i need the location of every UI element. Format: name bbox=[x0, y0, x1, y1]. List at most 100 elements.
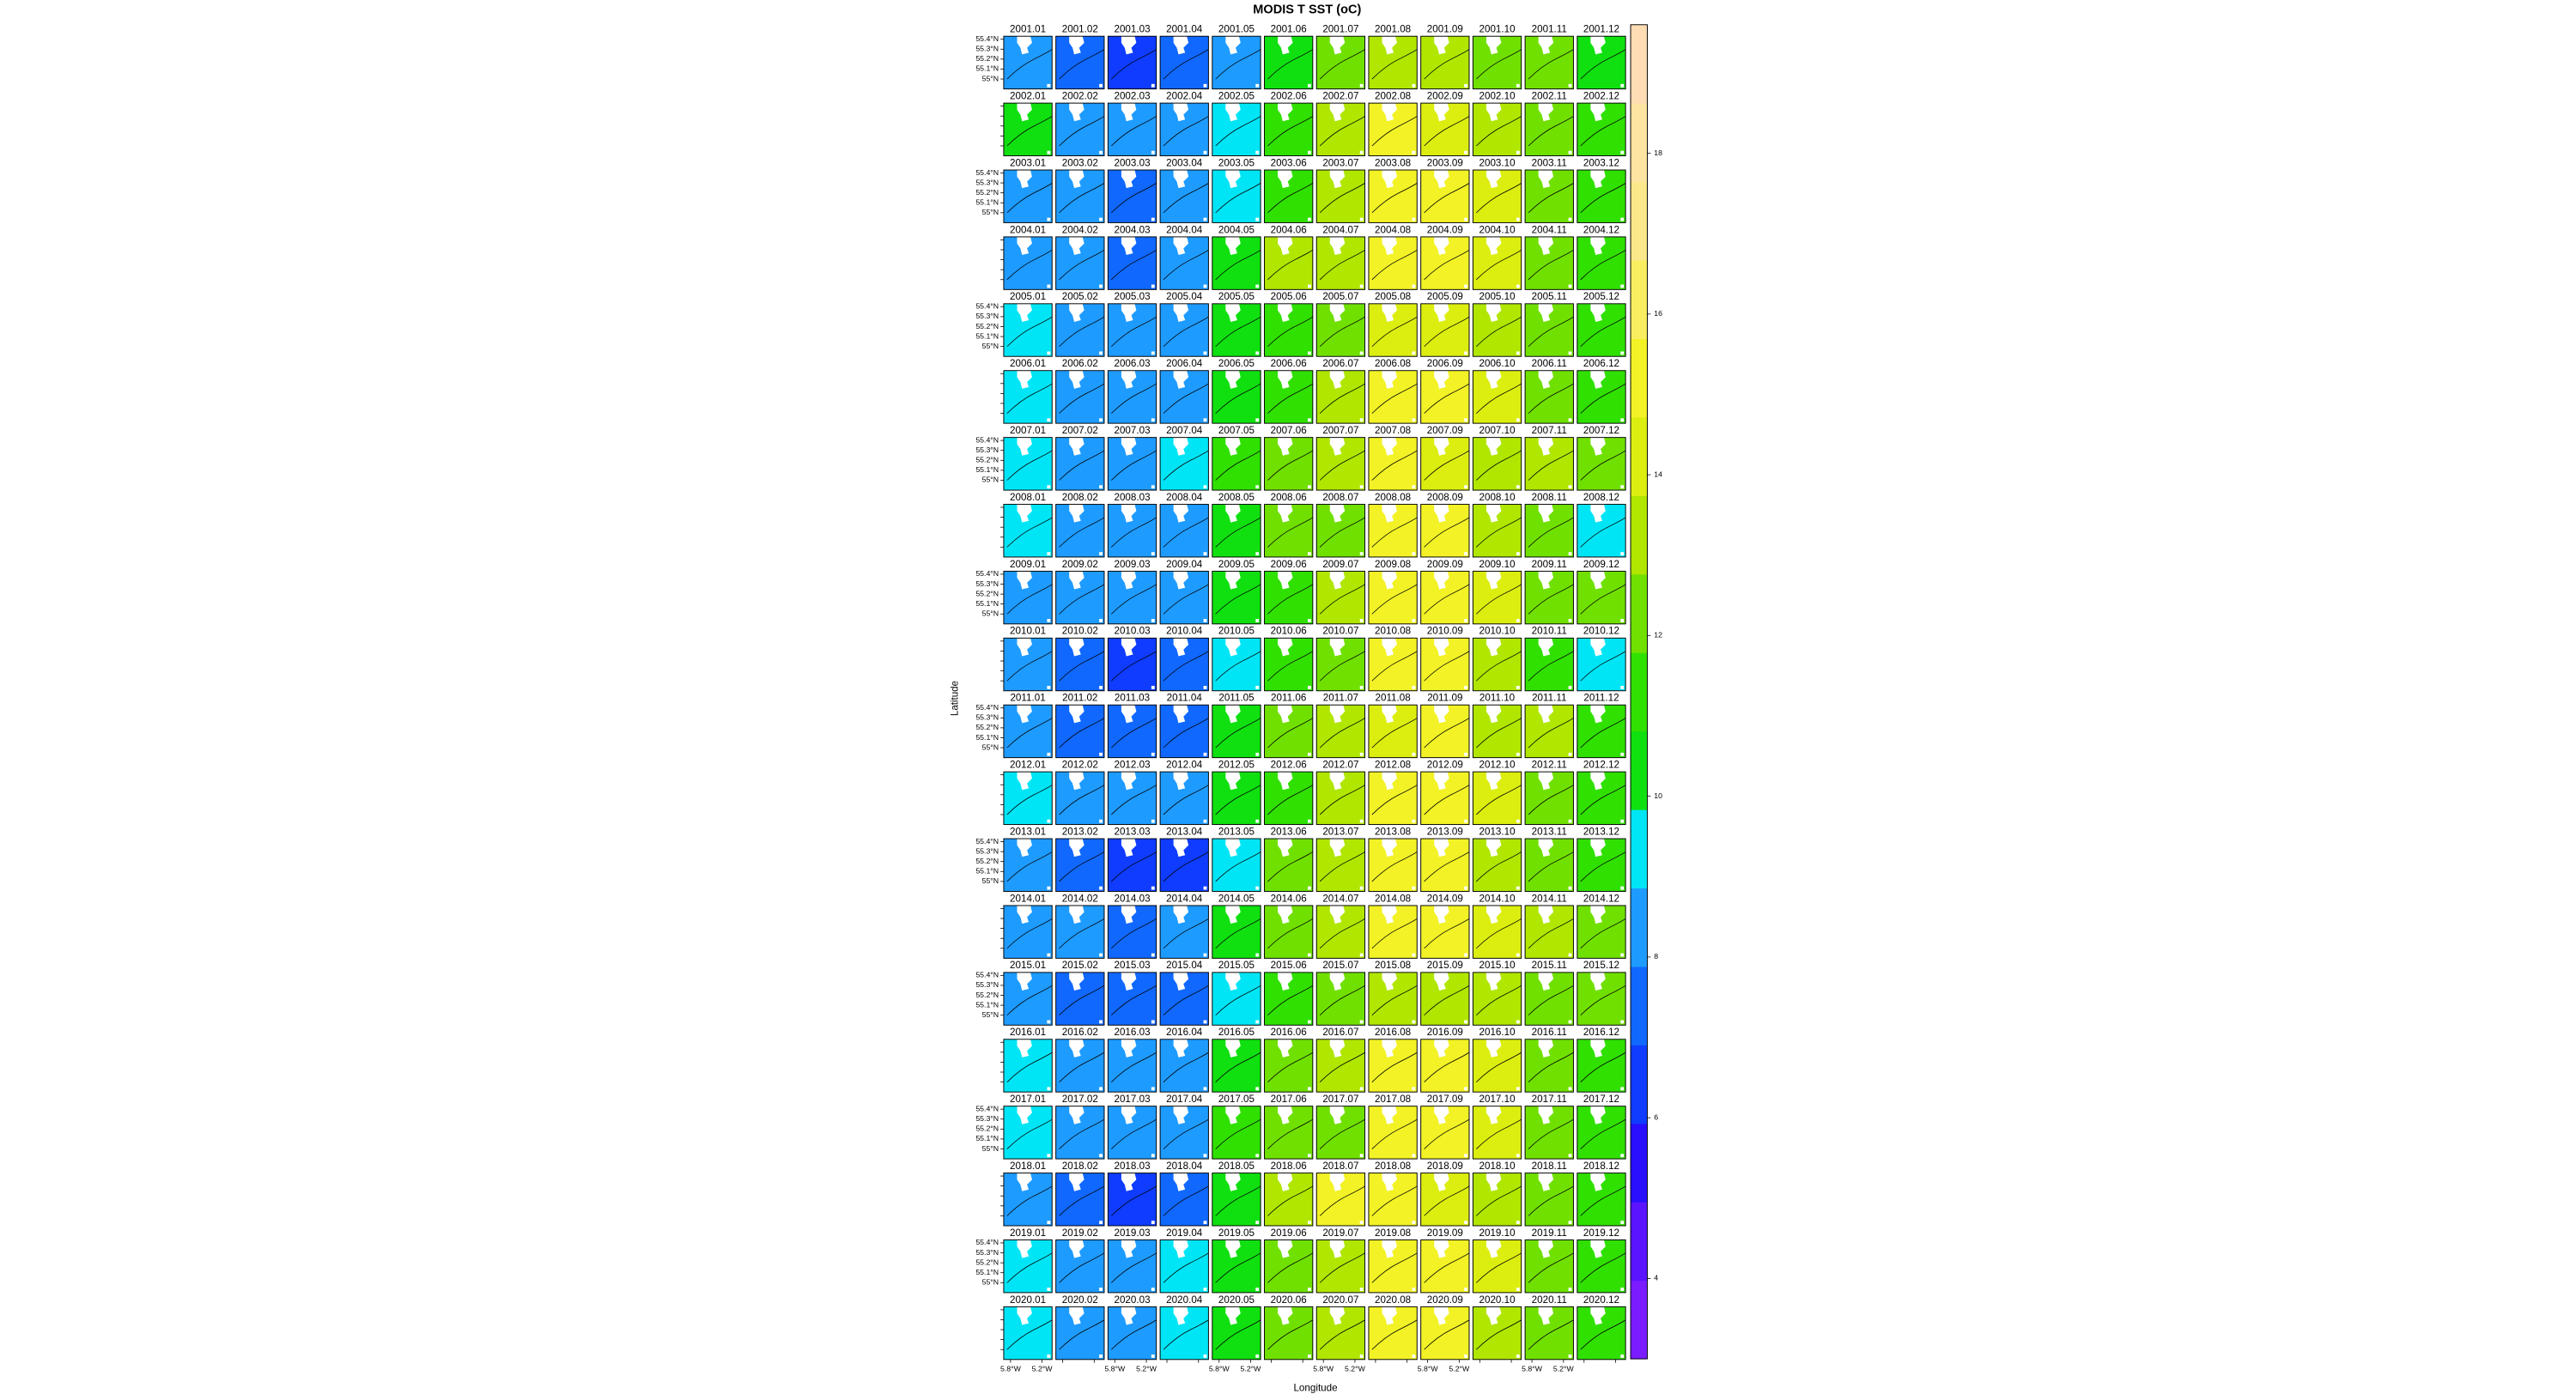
panel-border bbox=[1315, 35, 1366, 90]
panel-border bbox=[1577, 771, 1626, 826]
panel-border bbox=[1055, 102, 1105, 157]
land bbox=[1278, 36, 1293, 55]
panel-border bbox=[1055, 570, 1105, 625]
panel-border bbox=[1472, 570, 1522, 625]
panel-label: 2020.11 bbox=[1532, 1295, 1567, 1306]
panel-border bbox=[1315, 437, 1366, 491]
land bbox=[1359, 217, 1364, 221]
land bbox=[1151, 83, 1155, 88]
contour bbox=[1424, 1252, 1470, 1283]
contour bbox=[1528, 1185, 1574, 1216]
colorbar-band bbox=[1631, 1045, 1648, 1124]
panel-label: 2002.01 bbox=[1010, 92, 1046, 102]
contour bbox=[1580, 450, 1626, 481]
contour bbox=[1424, 651, 1470, 682]
land bbox=[1590, 1239, 1606, 1258]
panel-label: 2014.04 bbox=[1166, 894, 1203, 904]
land bbox=[1255, 1154, 1260, 1158]
contour bbox=[1319, 651, 1365, 682]
land bbox=[1099, 217, 1103, 221]
panel-border bbox=[1212, 236, 1261, 290]
land bbox=[1278, 1039, 1293, 1058]
y-tick-label: 55.2°N bbox=[975, 456, 999, 464]
panel-label: 2020.10 bbox=[1479, 1295, 1515, 1306]
panel-label: 2003.11 bbox=[1532, 158, 1567, 168]
panel-label: 2013.02 bbox=[1062, 827, 1098, 837]
contour bbox=[1110, 1118, 1157, 1149]
land bbox=[1278, 103, 1293, 122]
panel-label: 2013.10 bbox=[1479, 827, 1515, 837]
panel-label: 2004.05 bbox=[1218, 225, 1255, 235]
colorbar-tick-label: 6 bbox=[1654, 1112, 1658, 1121]
land bbox=[1538, 1306, 1554, 1325]
panel-label: 2016.07 bbox=[1322, 1027, 1358, 1038]
contour bbox=[1006, 985, 1053, 1016]
land bbox=[1434, 705, 1449, 724]
x-tick-label: 5.8°W bbox=[1522, 1365, 1543, 1373]
panel-label: 2008.11 bbox=[1532, 493, 1567, 503]
colorbar-band bbox=[1631, 416, 1648, 496]
contour bbox=[1528, 49, 1574, 80]
land bbox=[1434, 1306, 1449, 1325]
y-tick-label: 55.4°N bbox=[975, 837, 999, 845]
land bbox=[1590, 303, 1606, 322]
x-tick-label: 5.8°W bbox=[1418, 1365, 1439, 1373]
land bbox=[1538, 772, 1554, 791]
y-tick-label: 55.1°N bbox=[975, 331, 999, 340]
land bbox=[1329, 236, 1346, 256]
colorbar-tick-label: 14 bbox=[1654, 470, 1662, 478]
contour bbox=[1424, 918, 1470, 949]
land bbox=[1329, 370, 1346, 389]
contour bbox=[1528, 718, 1574, 748]
panel-label: 2017.07 bbox=[1322, 1094, 1358, 1105]
land bbox=[1278, 1239, 1293, 1258]
land bbox=[1412, 284, 1416, 288]
panel-label: 2005.04 bbox=[1166, 292, 1203, 302]
land bbox=[1173, 437, 1189, 456]
contour bbox=[1476, 183, 1522, 214]
land bbox=[1359, 351, 1364, 355]
panel-border bbox=[1212, 1173, 1261, 1227]
panel-border bbox=[1212, 35, 1261, 90]
land bbox=[1382, 905, 1397, 924]
panel-label: 2013.08 bbox=[1375, 827, 1411, 837]
land bbox=[1620, 83, 1625, 88]
land bbox=[1412, 1020, 1416, 1024]
y-tick-label: 55.1°N bbox=[975, 867, 999, 876]
contour bbox=[1528, 1252, 1574, 1283]
land bbox=[1485, 705, 1502, 724]
land bbox=[1069, 1306, 1084, 1325]
panel-border bbox=[1212, 370, 1261, 424]
contour bbox=[1267, 450, 1314, 481]
panel-border bbox=[1420, 1106, 1470, 1160]
contour bbox=[1059, 1252, 1105, 1283]
panel-label: 2009.01 bbox=[1010, 560, 1046, 570]
panel-label: 2008.03 bbox=[1114, 493, 1150, 503]
panel-border bbox=[1003, 169, 1053, 223]
land bbox=[1359, 150, 1364, 155]
panel-border bbox=[1003, 570, 1053, 625]
land bbox=[1568, 284, 1572, 288]
land bbox=[1278, 370, 1293, 389]
contour bbox=[1424, 450, 1470, 481]
panel-label: 2009.05 bbox=[1218, 560, 1255, 570]
panel-border bbox=[1524, 303, 1574, 357]
panel-border bbox=[1264, 102, 1314, 157]
panel-border bbox=[1159, 35, 1209, 90]
panel-label: 2006.08 bbox=[1375, 359, 1411, 369]
panel-border bbox=[1212, 169, 1261, 223]
panel-label: 2002.06 bbox=[1271, 92, 1307, 102]
panel-label: 2001.04 bbox=[1166, 25, 1203, 35]
panel-label: 2002.09 bbox=[1427, 92, 1463, 102]
panel-label: 2012.04 bbox=[1166, 761, 1203, 771]
land bbox=[1151, 1221, 1155, 1225]
y-tick-label: 55.2°N bbox=[975, 1124, 999, 1133]
land bbox=[1255, 418, 1260, 422]
contour bbox=[1110, 249, 1157, 281]
panel-label: 2015.11 bbox=[1532, 961, 1567, 971]
land bbox=[1255, 819, 1260, 823]
panel-border bbox=[1315, 1306, 1366, 1361]
panel-label: 2020.12 bbox=[1583, 1295, 1619, 1306]
panel-label: 2012.01 bbox=[1010, 761, 1046, 771]
land bbox=[1203, 150, 1207, 155]
